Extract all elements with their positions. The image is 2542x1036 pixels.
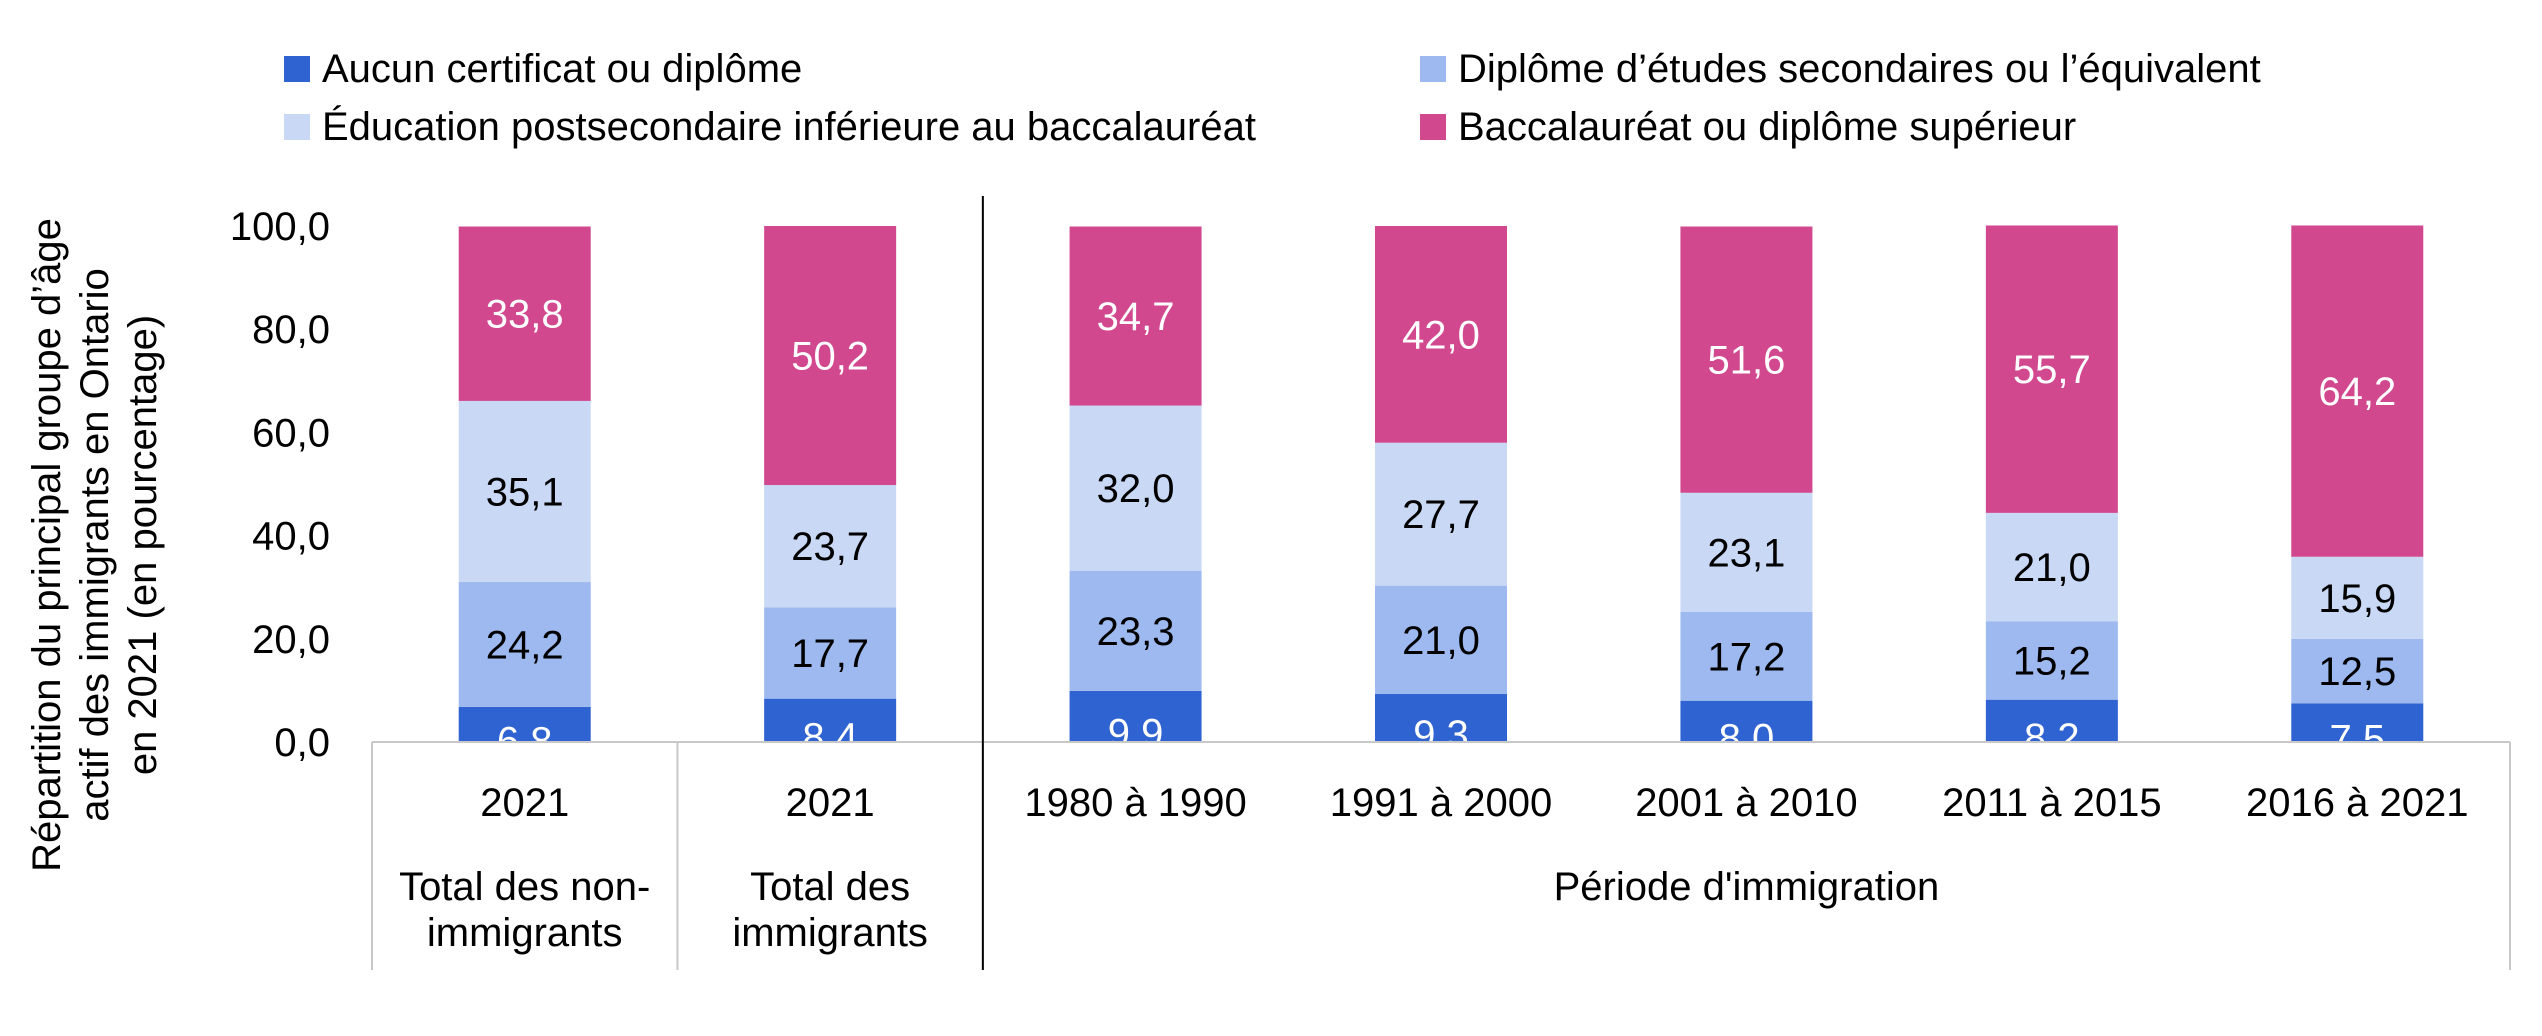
data-label: 64,2 [2318, 370, 2396, 414]
y-axis-title: actif des immigrants en Ontario [73, 268, 117, 822]
x-tick-label: 1991 à 2000 [1330, 781, 1552, 825]
bar-segment [458, 706, 591, 742]
bar-segment [1069, 405, 1202, 571]
bar-segment [1375, 585, 1507, 695]
bar-segment [1069, 690, 1202, 742]
data-label: 8,4 [802, 715, 858, 759]
y-tick-label: 60,0 [252, 411, 330, 455]
legend-swatch [1420, 56, 1446, 82]
data-label: 51,6 [1707, 339, 1785, 383]
legend-swatch [284, 56, 310, 82]
legend-swatch [1420, 114, 1446, 140]
data-label: 27,7 [1402, 493, 1480, 537]
y-tick-label: 100,0 [230, 205, 330, 249]
bar-segment [1069, 226, 1202, 406]
x-tick-label: 2021 [786, 781, 875, 825]
bar-segment [458, 582, 591, 707]
x-tick-label: 2011 à 2015 [1942, 781, 2161, 825]
y-axis-title: Répartition du principal groupe d’âge [25, 218, 69, 872]
bar-segment [1680, 226, 1813, 493]
data-label: 8,2 [2024, 716, 2080, 760]
legend-entry: Éducation postsecondaire inférieure au b… [322, 104, 1256, 149]
legend-entry: Baccalauréat ou diplôme supérieur [1458, 105, 2076, 149]
data-label: 15,2 [2013, 639, 2091, 683]
data-label: 32,0 [1097, 467, 1175, 511]
x-tick-label: 2016 à 2021 [2246, 781, 2468, 825]
data-label: 50,2 [791, 335, 869, 379]
bar-segment [1985, 512, 2118, 622]
y-tick-label: 0,0 [274, 721, 330, 765]
data-label: 33,8 [486, 293, 564, 337]
bar-segment [1985, 621, 2118, 700]
data-label: 21,0 [1402, 619, 1480, 663]
data-label: 34,7 [1097, 295, 1175, 339]
data-label: 9,9 [1108, 711, 1164, 755]
bar-segment [2291, 638, 2424, 704]
legend-entry: Aucun certificat ou diplôme [322, 47, 802, 91]
data-label: 23,7 [791, 525, 869, 569]
data-label: 24,2 [486, 623, 564, 667]
bar-segment [1069, 570, 1202, 691]
data-label: 7,5 [2329, 718, 2385, 762]
data-label: 17,7 [791, 632, 869, 676]
data-label: 15,9 [2318, 577, 2396, 621]
bar-segment [1375, 694, 1507, 742]
data-label: 23,1 [1707, 531, 1785, 575]
group-label: Total des [750, 865, 910, 909]
legend-swatch [284, 114, 310, 140]
data-label: 17,2 [1707, 635, 1785, 679]
group-label: immigrants [732, 911, 928, 955]
data-label: 8,0 [1719, 716, 1775, 760]
data-label: 12,5 [2318, 650, 2396, 694]
data-label: 21,0 [2013, 546, 2091, 590]
bar-segment [1680, 611, 1813, 701]
data-label: 9,3 [1413, 713, 1469, 757]
bar-segment [764, 485, 897, 608]
group-label: Période d'immigration [1554, 865, 1940, 909]
bar-segment [458, 400, 591, 583]
bar-segment [2291, 556, 2424, 639]
group-label: Total des non- [399, 865, 650, 909]
y-tick-label: 40,0 [252, 515, 330, 559]
bar-segment [1375, 226, 1507, 443]
bar-segment [458, 226, 591, 401]
bar-segment [2291, 703, 2424, 742]
bar-segment [1985, 225, 2118, 513]
bar-segment [764, 226, 897, 486]
bar-segment [1985, 699, 2118, 742]
bar-segment [1375, 442, 1507, 586]
legend-entry: Diplôme d’études secondaires ou l’équiva… [1458, 47, 2261, 91]
x-tick-label: 1980 à 1990 [1024, 781, 1246, 825]
data-label: 23,3 [1097, 610, 1175, 654]
y-axis-title: en 2021 (en pourcentage) [121, 315, 165, 775]
bar-segment [2291, 225, 2424, 557]
bar-segment [1680, 700, 1813, 742]
y-tick-label: 20,0 [252, 618, 330, 662]
group-label: immigrants [427, 911, 623, 955]
bar-segment [764, 607, 897, 699]
x-tick-label: 2021 [480, 781, 569, 825]
bar-segment [1680, 492, 1813, 612]
x-tick-label: 2001 à 2010 [1635, 781, 1857, 825]
data-label: 35,1 [486, 470, 564, 514]
y-tick-label: 80,0 [252, 308, 330, 352]
bar-segment [764, 698, 897, 742]
data-label: 42,0 [1402, 313, 1480, 357]
data-label: 55,7 [2013, 348, 2091, 392]
